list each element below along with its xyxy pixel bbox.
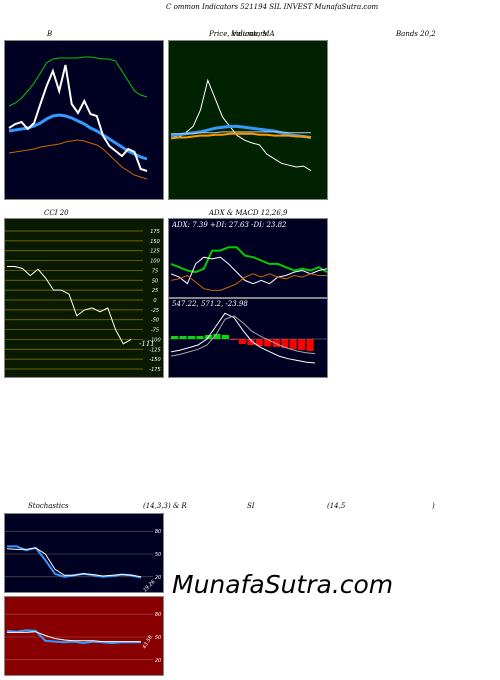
series-line-adx — [170, 246, 327, 274]
macd-histogram-bar — [272, 339, 280, 347]
bands-panel — [4, 40, 164, 200]
macd-histogram-bar — [187, 336, 196, 339]
bands-chart — [8, 56, 148, 180]
stoch-tick-label: 50 — [155, 552, 161, 558]
stoch-label-si: SI — [247, 502, 255, 510]
bands-label-right: Bands 20,2 — [396, 30, 436, 38]
cci-chart: 175 150 125 100 75 50 25 0 -25 -50 -75 -100 -125 -150… — [5, 229, 161, 373]
rsi-tick-label: 80 — [155, 612, 161, 618]
adx-chart — [170, 246, 327, 291]
cci-tick-label: -125 — [149, 347, 160, 353]
cci-tick-label: 100 — [150, 259, 160, 265]
stoch-tick-label: 80 — [155, 529, 161, 535]
series-line-middle — [8, 113, 148, 161]
cci-last-value: -111 — [139, 340, 155, 348]
macd-values-text: 547.22, 571.2, -23.98 — [172, 300, 248, 308]
cci-tick-label: -25 — [151, 308, 159, 314]
macd-histogram-bar — [221, 335, 230, 339]
macd-chart — [169, 312, 327, 364]
stoch-panel: 80 50 20 19.26 — [4, 513, 164, 593]
rsi-panel: 80 50 20 43.58 — [4, 596, 164, 676]
macd-histogram-bar — [289, 339, 297, 349]
macd-histogram-bar — [264, 339, 272, 347]
macd-histogram-bar — [298, 339, 306, 350]
macd-histogram-bar — [230, 339, 238, 340]
series-line-d — [6, 547, 142, 578]
cci-tick-label: -150 — [149, 357, 160, 363]
price-ma-label: Price, Volume, MA — [209, 30, 275, 38]
series-line-lower — [8, 139, 148, 180]
cci-tick-label: -75 — [151, 328, 159, 334]
stoch-label-paren: ) — [432, 502, 435, 510]
bands-label-left: B — [47, 30, 53, 38]
series-line-rsi_ma — [7, 631, 141, 643]
cci-tick-label: -50 — [151, 318, 159, 324]
series-line-ma_mid — [170, 132, 312, 140]
series-line-k — [7, 545, 142, 579]
rsi-tick-label: 50 — [155, 635, 161, 641]
macd-histogram-bar — [281, 339, 289, 348]
cci-tick-label: -100 — [149, 337, 160, 343]
adx-macd-label: ADX & MACD 12,26,9 — [209, 209, 288, 217]
macd-histogram-bar — [247, 339, 255, 345]
stoch-label-right: (14,5 — [327, 502, 346, 510]
series-line-ma_long — [171, 131, 311, 135]
macd-histogram-bar — [306, 339, 314, 351]
cci-tick-label: 150 — [150, 239, 160, 245]
series-line-upper — [8, 56, 148, 107]
macd-histogram-bar — [213, 334, 221, 339]
stoch-label-mid: (14,3,3) & R — [143, 502, 187, 510]
series-line-rsi — [6, 629, 141, 645]
series-line--di — [170, 273, 327, 291]
watermark: MunafaSutra.com — [172, 570, 394, 599]
macd-histogram-bar — [196, 336, 204, 339]
adx-values-text: ADX: 7.39 +DI: 27.63 -DI: 23.82 — [172, 221, 287, 229]
stoch-tick-label: 20 — [155, 575, 161, 581]
macd-histogram-bar — [179, 336, 187, 339]
series-line-signal — [170, 315, 316, 357]
page-title: C ommon Indicators 521194 SIL INVEST Mun… — [166, 3, 379, 11]
cci-label: CCI 20 — [44, 209, 69, 217]
cci-tick-label: 25 — [152, 288, 158, 294]
cci-tick-label: 0 — [153, 298, 156, 304]
series-line-price — [8, 64, 148, 172]
series-line-price — [170, 78, 312, 172]
macd-histogram-bar — [171, 336, 179, 339]
cci-tick-label: 125 — [150, 249, 160, 255]
price-ma-panel — [168, 40, 328, 200]
rsi-tick-label: 20 — [155, 658, 161, 664]
stoch-end-label: 19.26 — [142, 579, 156, 593]
price-ma-label-overlap: Indicators — [231, 30, 268, 38]
series-line-ma_short — [170, 124, 312, 139]
macd-histogram-bar — [238, 339, 246, 344]
price-ma-chart — [170, 78, 312, 172]
series-line-+di — [170, 256, 327, 285]
cci-tick-label: 50 — [152, 278, 158, 284]
series-line-macd — [170, 312, 316, 364]
adx-panel: ADX: 7.39 +DI: 27.63 -DI: 23.82 — [168, 218, 328, 298]
macd-histogram-bar — [255, 339, 263, 346]
series-line-cci — [7, 266, 132, 345]
macd-panel: 547.22, 571.2, -23.98 — [168, 298, 328, 378]
cci-tick-label: 175 — [150, 229, 160, 235]
cci-tick-label: -175 — [149, 367, 160, 373]
cci-panel: 175 150 125 100 75 50 25 0 -25 -50 -75 -100 -125 -150… — [4, 218, 164, 378]
cci-tick-label: 75 — [152, 268, 158, 274]
stoch-label-left: Stochastics — [28, 502, 69, 510]
